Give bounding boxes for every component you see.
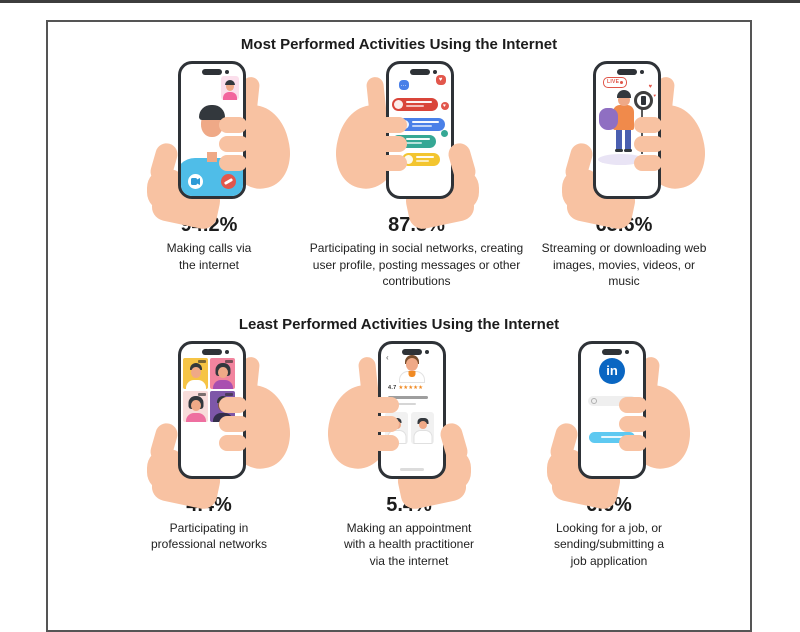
video-call-phone-illustration (109, 57, 309, 232)
end-call-icon (221, 174, 236, 189)
back-arrow-icon: ‹ (386, 352, 389, 362)
chat-bubble-icon: … (398, 80, 409, 90)
health-appointment-phone-illustration: ‹ 4.7 ★★★★★ (309, 337, 509, 512)
search-input (588, 395, 636, 406)
text-line (388, 402, 416, 406)
sign-in-button (589, 431, 635, 443)
ring-light-icon (634, 91, 653, 110)
stat-label: Streaming or downloading web images, mov… (541, 241, 707, 289)
picture-in-picture (221, 76, 239, 100)
infographic-frame: Most Performed Activities Using the Inte… (46, 20, 752, 632)
video-conference-phone-illustration (109, 337, 309, 512)
notification-bubble-yellow (401, 153, 440, 166)
stat-label: Making an appointment with a health prac… (343, 520, 475, 568)
live-streaming-phone-illustration: LIVE ♥ ♥ (524, 57, 724, 232)
camera-icon (188, 174, 203, 189)
job-search-phone-illustration: in (509, 337, 709, 512)
social-chat-phone-illustration: … ♥ ♥ (317, 57, 517, 232)
page-top-border (0, 0, 800, 3)
heart-icon: ♥ (440, 102, 449, 110)
stat-label: Participating in social networks, creati… (309, 241, 524, 289)
streamer-body (613, 105, 634, 130)
doctor-card (411, 411, 434, 444)
purple-sweater (599, 108, 618, 130)
text-line (400, 468, 424, 471)
row-least-performed: 4.4% Participating in professional netwo… (109, 337, 699, 570)
row-most-performed: 94.2% Making calls via the internet … ♥ … (109, 57, 714, 290)
heart-icon: ♥ (648, 84, 652, 90)
streamer-hair (617, 90, 631, 98)
participant-tile (210, 357, 235, 389)
heart-icon: ♥ (653, 93, 656, 98)
video-call-screen (181, 64, 243, 196)
live-stream-screen: LIVE ♥ ♥ (596, 64, 658, 196)
stat-professional-networks: 4.4% Participating in professional netwo… (109, 337, 309, 570)
stat-streaming: LIVE ♥ ♥ (524, 57, 724, 290)
participant-tile (183, 357, 208, 389)
doctor-face (406, 357, 418, 371)
stat-label: Looking for a job, or sending/submitting… (553, 520, 665, 568)
caller-hair (199, 105, 225, 120)
stat-social-networks: … ♥ ♥ 87.3% Participating in social netw… (309, 57, 524, 290)
section-title-most: Most Performed Activities Using the Inte… (240, 36, 558, 53)
rug (598, 154, 644, 165)
participant-tile (183, 390, 208, 422)
text-line (388, 395, 428, 399)
linkedin-screen: in (581, 344, 643, 476)
like-icon: ♥ (435, 75, 446, 85)
live-badge: LIVE (603, 77, 628, 88)
star-rating: 4.7 ★★★★★ (388, 384, 424, 391)
stat-label: Making calls via the internet (166, 241, 252, 272)
stat-health-appointment: ‹ 4.7 ★★★★★ 5.4% (309, 337, 509, 570)
section-title-least: Least Performed Activities Using the Int… (238, 315, 560, 333)
stat-job-search: in 6.6% Looking for a job, or sending/su… (509, 337, 709, 570)
stat-video-calls: 94.2% Making calls via the internet (109, 57, 309, 290)
stat-label: Participating in professional networks (150, 520, 268, 552)
notification-bubble-red (391, 98, 438, 111)
reaction-icon (440, 130, 448, 137)
search-icon (591, 398, 597, 405)
linkedin-icon: in (599, 357, 625, 384)
